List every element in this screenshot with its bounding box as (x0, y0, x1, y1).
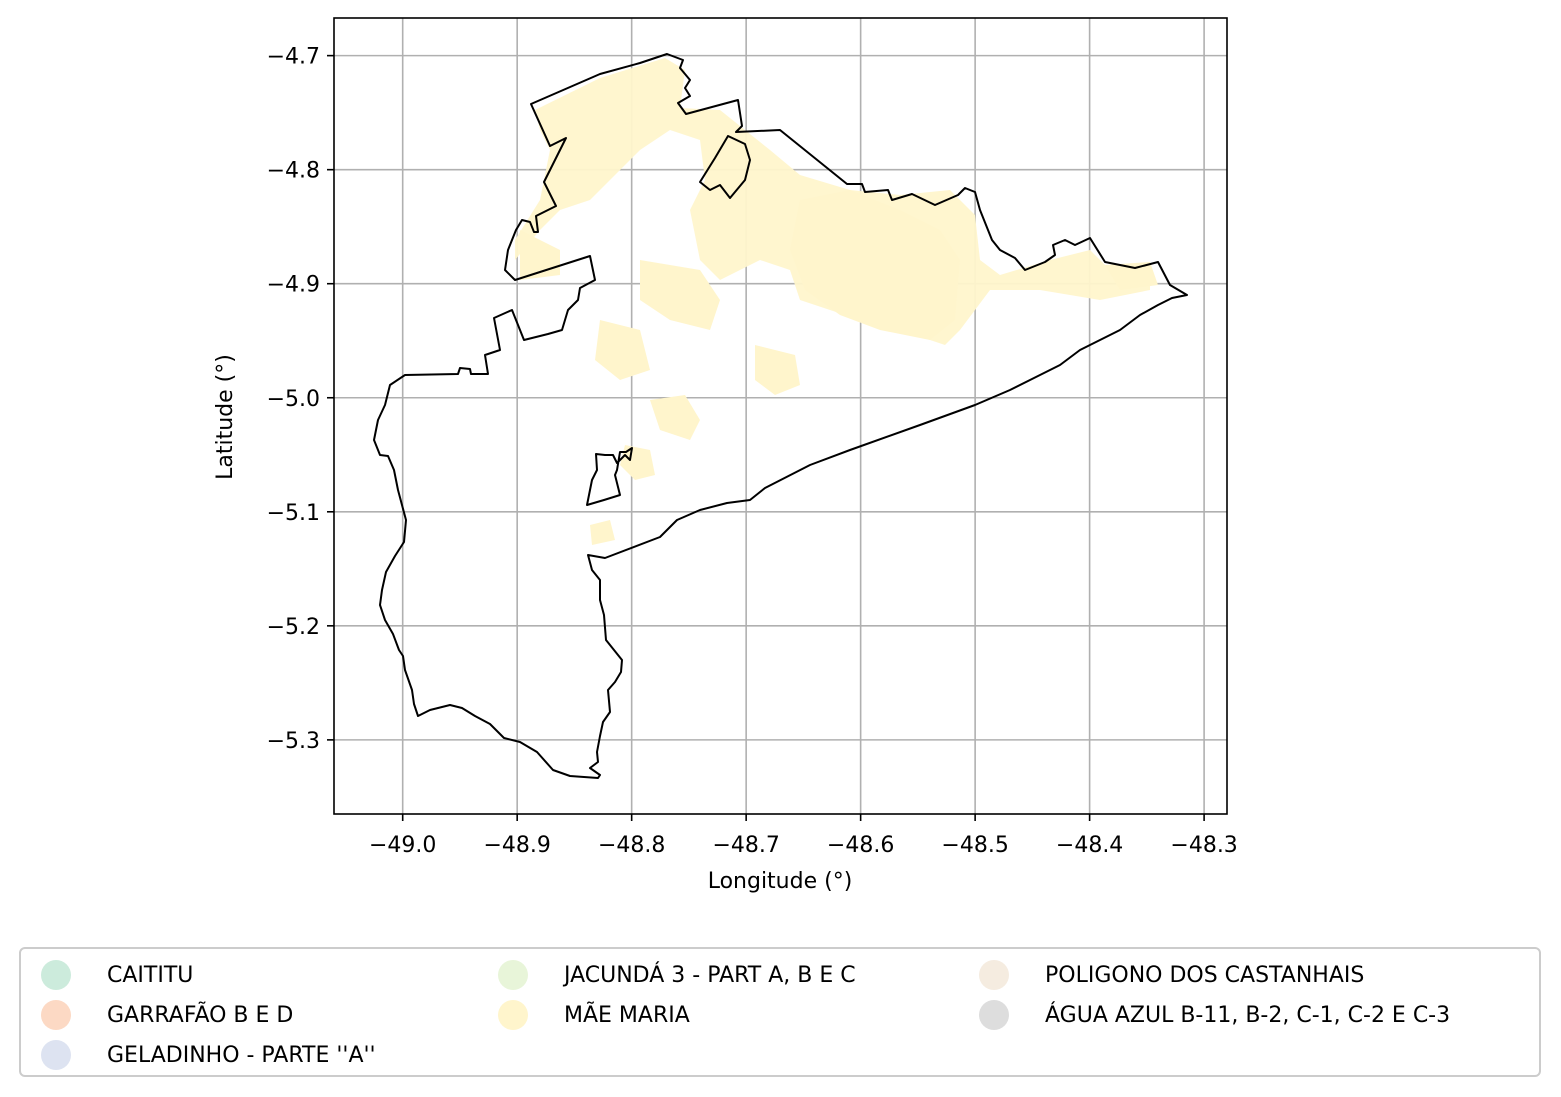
legend-label: CAITITU (107, 962, 194, 988)
legend-label: MÃE MARIA (564, 1002, 690, 1028)
legend-item: MÃE MARIA (498, 995, 690, 1035)
x-axis-label: Longitude (°) (708, 869, 853, 894)
y-axis-label: Latitude (°) (213, 354, 238, 480)
y-axis-ticks: −4.7 −4.8 −4.9 −5.0 −5.1 −5.2 −5.3 (267, 45, 334, 754)
y-tick-label: −5.3 (267, 729, 320, 754)
legend-item: GARRAFÃO B E D (41, 995, 293, 1035)
legend-marker (41, 1040, 71, 1070)
mae-maria-area-fill (515, 58, 1158, 545)
legend-label: GELADINHO - PARTE ''A'' (107, 1042, 376, 1068)
legend-label: POLIGONO DOS CASTANHAIS (1045, 962, 1365, 988)
legend-label: JACUNDÁ 3 - PART A, B E C (564, 962, 856, 988)
legend-label: GARRAFÃO B E D (107, 1002, 294, 1028)
x-tick-label: −48.3 (1170, 833, 1237, 858)
legend-item: JACUNDÁ 3 - PART A, B E C (498, 955, 856, 995)
y-tick-label: −4.8 (267, 159, 320, 184)
legend-marker (498, 1000, 528, 1030)
y-tick-label: −5.2 (267, 615, 320, 640)
legend-marker (41, 1000, 71, 1030)
map-figure: −49.0 −48.9 −48.8 −48.7 −48.6 −48.5 −48.4 −48.3… (213, 17, 1238, 894)
x-tick-label: −48.7 (712, 833, 779, 858)
legend-marker (41, 960, 71, 990)
axes-frame (333, 17, 1228, 815)
x-axis-ticks: −49.0 −48.9 −48.8 −48.7 −48.6 −48.5 −48.4 −48.3 (369, 814, 1238, 858)
y-tick-label: −4.9 (267, 273, 320, 298)
legend-item: ÁGUA AZUL B-11, B-2, C-1, C-2 E C-3 (979, 995, 1450, 1035)
legend-item: GELADINHO - PARTE ''A'' (41, 1035, 376, 1075)
legend-marker (498, 960, 528, 990)
y-tick-label: −5.0 (267, 387, 320, 412)
legend-item: CAITITU (41, 955, 193, 995)
territory-boundary-outline (373, 53, 1188, 779)
grid-lines (334, 18, 1227, 814)
legend-item: POLIGONO DOS CASTANHAIS (979, 955, 1364, 995)
x-tick-label: −48.9 (483, 833, 550, 858)
x-tick-label: −48.8 (598, 833, 665, 858)
x-tick-label: −48.4 (1056, 833, 1123, 858)
legend-label: ÁGUA AZUL B-11, B-2, C-1, C-2 E C-3 (1045, 1002, 1451, 1028)
legend-marker (979, 1000, 1009, 1030)
legend: CAITITU GARRAFÃO B E D GELADINHO - PARTE '… (19, 947, 1541, 1077)
y-tick-label: −4.7 (267, 45, 320, 70)
legend-marker (979, 960, 1009, 990)
x-tick-label: −49.0 (369, 833, 436, 858)
x-tick-label: −48.6 (827, 833, 894, 858)
y-tick-label: −5.1 (267, 501, 320, 526)
x-tick-label: −48.5 (941, 833, 1008, 858)
